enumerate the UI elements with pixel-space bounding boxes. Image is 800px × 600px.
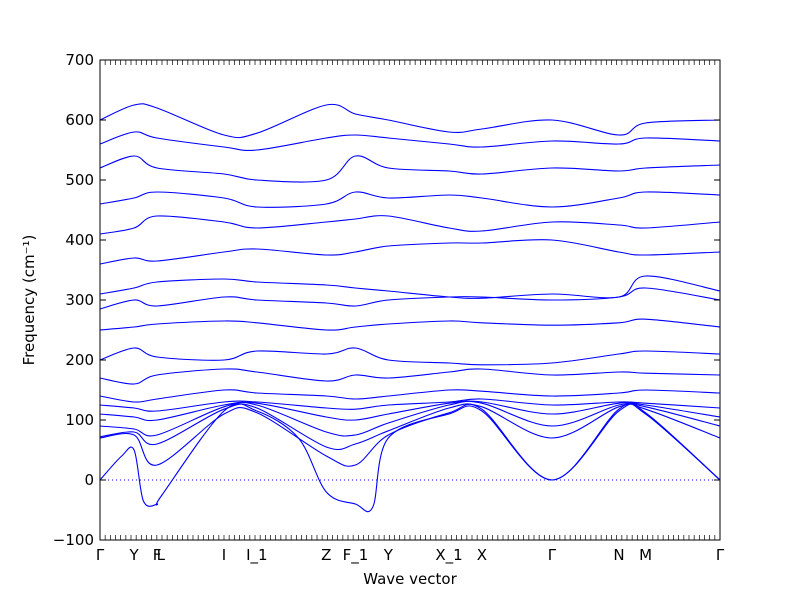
x-tick-label: Γ xyxy=(96,546,105,564)
band-line-7 xyxy=(99,389,721,403)
band-line-10 xyxy=(99,318,721,331)
x-tick-label: Y xyxy=(129,546,140,564)
x-tick-label: F_1 xyxy=(343,546,369,565)
y-tick-label: −100 xyxy=(53,531,94,549)
y-tick-label: 700 xyxy=(65,51,94,69)
y-tick-label: 0 xyxy=(84,471,94,489)
x-tick-label: N xyxy=(613,546,624,564)
band-lines xyxy=(99,103,721,513)
band-line-8 xyxy=(99,368,721,385)
band-line-15 xyxy=(99,191,721,208)
x-axis: Γ Y FL I I_1 Z F_1 Y X_1 X Γ N M Γ xyxy=(96,60,725,565)
band-line-14 xyxy=(99,215,721,235)
x-axis-label: Wave vector xyxy=(363,570,457,588)
band-line-16 xyxy=(99,155,721,183)
y-axis-label: Frequency (cm⁻¹) xyxy=(20,235,38,366)
y-tick-label: 400 xyxy=(65,231,94,249)
x-tick-label: Z xyxy=(321,546,331,564)
x-tick-label: M xyxy=(639,546,652,564)
x-tick-label: I_1 xyxy=(246,546,267,565)
y-tick-label: 100 xyxy=(65,411,94,429)
band-line-9 xyxy=(99,347,721,366)
x-tick-label: Γ xyxy=(548,546,557,564)
band-line-4 xyxy=(99,400,721,437)
y-tick-label: 600 xyxy=(65,111,94,129)
band-line-6 xyxy=(99,398,721,412)
band-line-11 xyxy=(99,287,721,310)
x-tick-label: L xyxy=(157,546,166,564)
band-line-18 xyxy=(99,103,721,139)
y-tick-label: 300 xyxy=(65,291,94,309)
y-axis: −100 0 100 200 300 400 500 600 700 xyxy=(53,51,720,549)
band-line-3 xyxy=(99,403,721,450)
band-line-13 xyxy=(99,239,721,265)
x-tick-label: I xyxy=(222,546,226,564)
x-tick-label: F xyxy=(153,546,162,564)
x-tick-label: X xyxy=(477,546,487,564)
y-tick-label: 200 xyxy=(65,351,94,369)
band-line-2 xyxy=(99,401,721,481)
band-line-17 xyxy=(99,131,721,151)
plot-frame xyxy=(99,59,721,541)
x-tick-label: Y xyxy=(383,546,394,564)
band-line-12 xyxy=(99,275,721,299)
band-line-5 xyxy=(99,400,721,422)
y-tick-label: 500 xyxy=(65,171,94,189)
x-tick-label: X_1 xyxy=(435,546,462,565)
x-tick-label: Γ xyxy=(716,546,725,564)
